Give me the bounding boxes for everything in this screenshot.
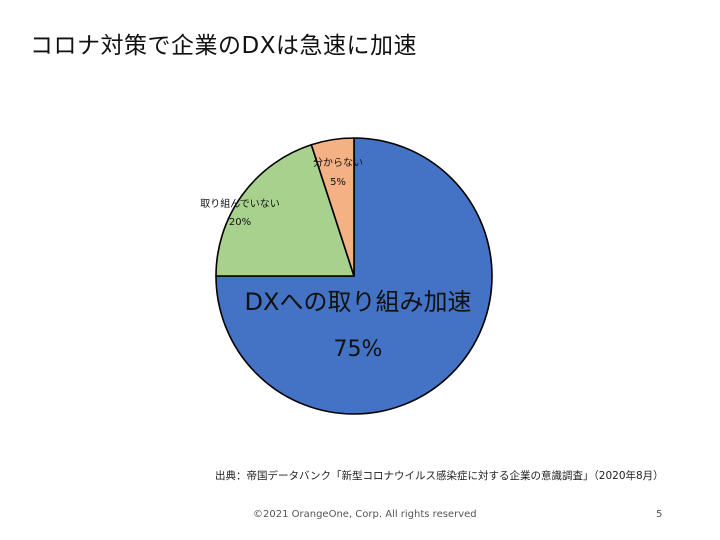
slice-value-label: 5% xyxy=(330,177,346,188)
slice-category-label: 分からない xyxy=(313,157,363,169)
slice-category-label: 取り組んでいない xyxy=(200,197,280,210)
slice-category-label: DXへの取り組み加速 xyxy=(245,288,472,316)
pie-slice-2 xyxy=(215,143,355,277)
pie-slice-3 xyxy=(310,137,355,277)
copyright-text: ©2021 OrangeOne, Corp. All rights reserv… xyxy=(253,509,477,520)
source-citation: 出典：帝国データバンク「新型コロナウイルス感染症に対する企業の意識調査」（202… xyxy=(215,470,664,482)
slide-title: コロナ対策で企業のDXは急速に加速 xyxy=(30,33,417,59)
pie-slice-1 xyxy=(215,137,493,415)
slice-value-label: 75% xyxy=(334,337,383,362)
slice-value-label: 20% xyxy=(229,217,251,228)
page-number: 5 xyxy=(656,509,663,520)
